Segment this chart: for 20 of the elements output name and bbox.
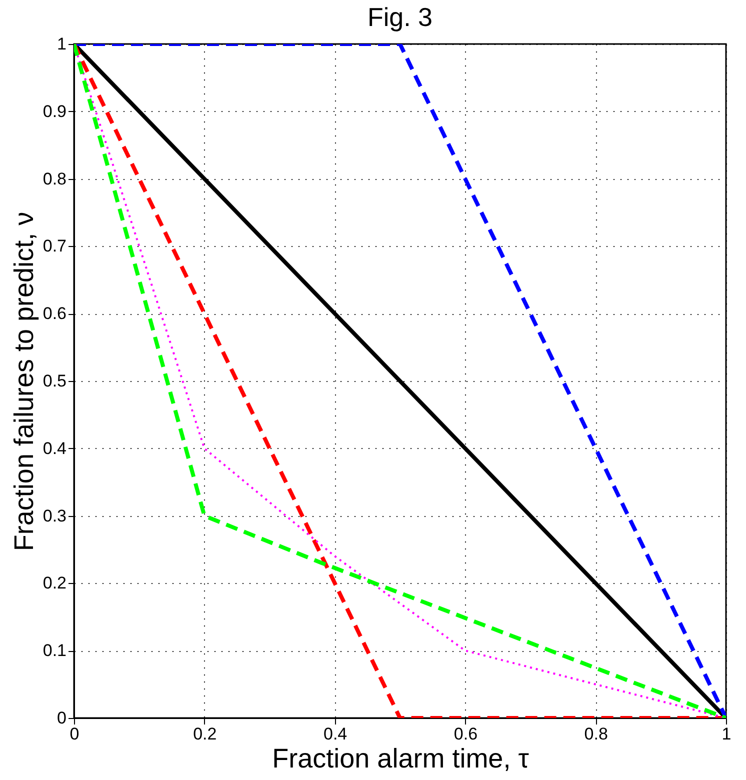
y-tick-label: 0.9 xyxy=(42,102,66,121)
y-tick-label: 0.1 xyxy=(42,641,66,660)
y-tick-label: 0.8 xyxy=(42,169,66,188)
y-tick-label: 1 xyxy=(57,34,66,54)
y-tick-label: 0.4 xyxy=(42,438,66,458)
x-tick-label: 0.4 xyxy=(323,724,348,744)
chart-title: Fig. 3 xyxy=(367,2,433,32)
x-tick-label: 1 xyxy=(722,724,732,744)
x-tick-label: 0.2 xyxy=(193,724,217,744)
y-tick-label: 0.3 xyxy=(42,506,66,526)
x-axis-title: Fraction alarm time, τ xyxy=(272,744,530,774)
y-tick-label: 0 xyxy=(57,708,66,728)
y-tick-label: 0.7 xyxy=(42,236,66,256)
y-tick-label: 0.2 xyxy=(42,574,66,593)
y-tick-label: 0.6 xyxy=(42,304,66,324)
x-tick-label: 0.6 xyxy=(454,724,478,744)
y-tick-label: 0.5 xyxy=(42,372,66,390)
y-axis-title: Fraction failures to predict, ν xyxy=(8,212,39,552)
x-tick-label: 0.8 xyxy=(584,724,608,744)
x-tick-label: 0 xyxy=(70,724,80,744)
